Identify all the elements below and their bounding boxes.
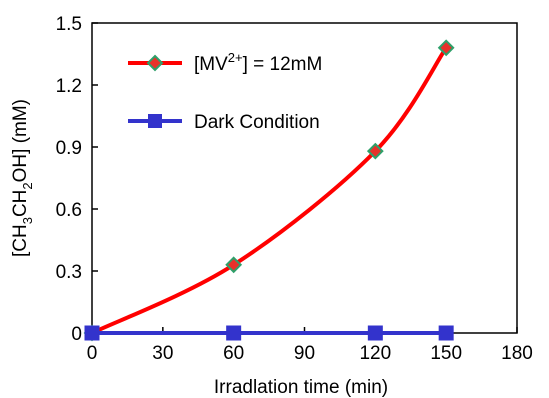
x-tick-label: 0 bbox=[87, 343, 98, 364]
y-tick-label: 0.3 bbox=[56, 262, 82, 283]
legend-marker-diamond-icon bbox=[146, 54, 164, 72]
data-point-series-2 bbox=[226, 325, 242, 341]
y-tick-label: 0.9 bbox=[56, 138, 82, 159]
data-point-series-2 bbox=[84, 325, 100, 341]
y-tick-label: 1.5 bbox=[56, 14, 82, 35]
legend: [MV2+] = 12mM Dark Condition bbox=[128, 50, 322, 133]
x-tick-label: 30 bbox=[152, 343, 173, 364]
y-axis-title: [CH3CH2OH] (mM) bbox=[10, 99, 35, 257]
data-point-series-1 bbox=[225, 256, 243, 274]
data-point-series-1 bbox=[366, 142, 384, 160]
data-point-series-1 bbox=[437, 39, 455, 57]
plot-area bbox=[91, 22, 518, 334]
legend-text-series-1: [MV2+] = 12mM bbox=[194, 50, 322, 75]
x-tick-label: 120 bbox=[359, 343, 391, 364]
x-tick-label: 180 bbox=[501, 343, 533, 364]
x-tick-label: 150 bbox=[430, 343, 462, 364]
data-point-series-2 bbox=[367, 325, 383, 341]
data-point-series-2 bbox=[438, 325, 454, 341]
x-tick-label: 60 bbox=[223, 343, 244, 364]
y-tick-label: 0.6 bbox=[56, 200, 82, 221]
y-tick-label: 0 bbox=[71, 324, 82, 345]
legend-text-series-2: Dark Condition bbox=[194, 112, 320, 133]
legend-item-series-1: [MV2+] = 12mM bbox=[128, 50, 322, 75]
series-layer bbox=[83, 39, 455, 342]
y-tick-label: 1.2 bbox=[56, 76, 82, 97]
legend-marker-square-icon bbox=[148, 114, 162, 128]
series-line-1 bbox=[91, 46, 448, 335]
x-axis-title: Irradlation time (min) bbox=[214, 377, 388, 398]
y-axis: 0 0.3 0.6 0.9 1.2 1.5 bbox=[56, 14, 98, 345]
x-tick-label: 90 bbox=[294, 343, 315, 364]
legend-item-series-2: Dark Condition bbox=[128, 112, 320, 133]
x-axis: 0 30 60 90 120 150 180 bbox=[87, 327, 533, 364]
